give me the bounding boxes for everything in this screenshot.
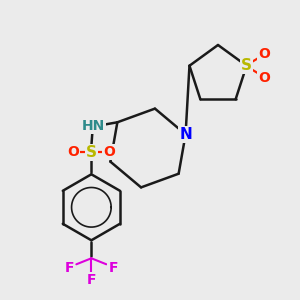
Text: S: S	[86, 145, 97, 160]
Text: N: N	[179, 127, 192, 142]
Text: O: O	[68, 145, 79, 159]
Text: HN: HN	[82, 119, 105, 133]
Text: F: F	[109, 261, 118, 275]
Text: F: F	[64, 261, 74, 275]
Text: F: F	[87, 273, 96, 287]
Text: O: O	[103, 145, 115, 159]
Text: S: S	[241, 58, 252, 73]
Text: O: O	[259, 47, 271, 61]
Text: O: O	[259, 71, 271, 85]
